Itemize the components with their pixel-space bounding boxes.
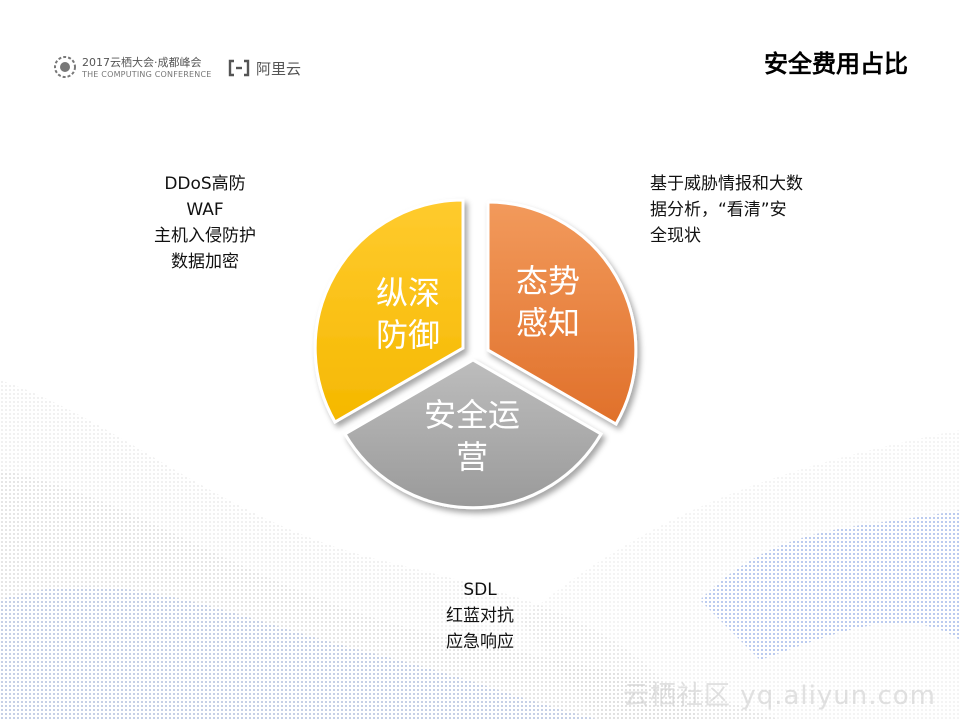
watermark: 云栖社区 yq.aliyun.com bbox=[623, 681, 936, 711]
segment-label-operations: 营 bbox=[456, 438, 488, 476]
conference-logo-icon bbox=[54, 56, 76, 78]
segment-label-situation: 态势 bbox=[516, 262, 580, 300]
note-line: 全现状 bbox=[650, 226, 701, 246]
note-line: 红蓝对抗 bbox=[446, 606, 514, 626]
segment-operations bbox=[342, 358, 604, 510]
operations-notes: SDL 红蓝对抗 应急响应 bbox=[420, 577, 540, 655]
segment-situation bbox=[486, 200, 638, 427]
note-line: 应急响应 bbox=[446, 632, 514, 652]
defense-notes: DDoS高防 WAF 主机入侵防护 数据加密 bbox=[130, 171, 280, 275]
note-line: DDoS高防 bbox=[164, 174, 246, 194]
segment-label-operations: 安全运 bbox=[424, 396, 520, 434]
segment-defense bbox=[313, 198, 465, 425]
note-line: 据分析，“看清”安 bbox=[650, 200, 787, 220]
note-line: 主机入侵防护 bbox=[154, 226, 256, 246]
note-line: WAF bbox=[186, 200, 224, 220]
segment-label-situation: 感知 bbox=[516, 304, 580, 342]
note-line: 基于威胁情报和大数 bbox=[650, 174, 803, 194]
aliyun-logo-icon bbox=[228, 59, 250, 77]
segment-label-defense: 防御 bbox=[376, 316, 440, 354]
segment-label-defense: 纵深 bbox=[376, 274, 440, 312]
page-title: 安全费用占比 bbox=[764, 50, 908, 78]
note-line: 数据加密 bbox=[171, 252, 239, 272]
situation-notes: 基于威胁情报和大数 据分析，“看清”安 全现状 bbox=[650, 171, 850, 249]
conference-logo-group: 2017云栖大会·成都峰会 THE COMPUTING CONFERENCE 阿… bbox=[52, 52, 312, 86]
conference-name: 2017云栖大会·成都峰会 bbox=[82, 56, 202, 69]
brand-name: 阿里云 bbox=[256, 60, 302, 78]
note-line: SDL bbox=[463, 580, 497, 600]
conference-subtitle: THE COMPUTING CONFERENCE bbox=[82, 70, 212, 79]
security-cost-pie-diagram: 态势 感知 安全运 营 纵深 防御 bbox=[313, 198, 638, 510]
